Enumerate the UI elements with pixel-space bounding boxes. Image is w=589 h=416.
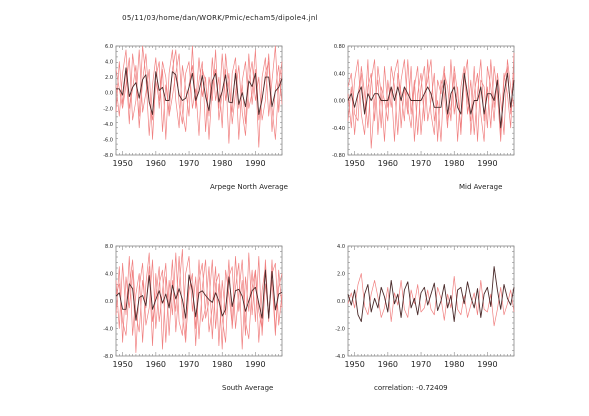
north-series-line-3 xyxy=(115,49,283,140)
mid-y-tick-label: -0.40 xyxy=(332,126,345,132)
north-y-tick-label: -6.0 xyxy=(103,137,113,143)
correlation-label: correlation: -0.72409 xyxy=(374,384,448,392)
north-x-tick-label: 1990 xyxy=(245,159,265,168)
mid-series-line-4 xyxy=(347,72,515,129)
south-series-line-1 xyxy=(115,249,283,350)
mid-x-tick-label: 1980 xyxy=(444,159,464,168)
mid-y-tick-label: 0.80 xyxy=(334,44,345,50)
corr-series-line-2 xyxy=(347,273,515,327)
south-series-line-2 xyxy=(115,252,283,353)
south-x-tick-label: 1960 xyxy=(146,360,166,369)
north-y-tick-label: -8.0 xyxy=(103,153,113,159)
south-series-line-3 xyxy=(115,255,283,347)
north-y-tick-label: 6.0 xyxy=(105,44,113,50)
corr-y-tick-label: -4.0 xyxy=(335,354,345,360)
north-y-tick-label: 0.0 xyxy=(105,91,113,97)
south-x-tick-label: 1970 xyxy=(179,360,199,369)
corr-x-tick-label: 1980 xyxy=(444,360,464,369)
mid-y-tick-label: 0.40 xyxy=(334,71,345,77)
mid-panel-label: Mid Average xyxy=(459,183,503,191)
corr-x-tick-label: 1950 xyxy=(344,360,364,369)
north-y-tick-label: 4.0 xyxy=(105,60,113,66)
north-x-tick-label: 1960 xyxy=(146,159,166,168)
mid-y-tick-label: 0.00 xyxy=(334,99,345,105)
corr-y-tick-label: 4.0 xyxy=(337,244,345,250)
north-x-tick-label: 1950 xyxy=(112,159,132,168)
north-panel-label: Arpege North Average xyxy=(210,183,288,191)
mid-x-tick-label: 1970 xyxy=(411,159,431,168)
mid-x-tick-label: 1950 xyxy=(344,159,364,168)
page-title: 05/11/03/home/dan/WORK/Pmic/echam5/dipol… xyxy=(122,14,318,22)
corr-x-tick-label: 1960 xyxy=(378,360,398,369)
south-x-tick-label: 1950 xyxy=(112,360,132,369)
north-y-tick-label: -2.0 xyxy=(103,106,113,112)
south-y-tick-label: 4.0 xyxy=(105,272,113,278)
mid-y-tick-label: -0.80 xyxy=(332,153,345,159)
north-x-tick-label: 1980 xyxy=(212,159,232,168)
north-series-line-1 xyxy=(115,45,283,148)
south-y-tick-label: 0.0 xyxy=(105,299,113,305)
corr-y-tick-label: -2.0 xyxy=(335,327,345,333)
south-x-tick-label: 1980 xyxy=(212,360,232,369)
corr-frame xyxy=(347,245,515,357)
north-series-line-4 xyxy=(116,67,283,115)
corr-x-tick-label: 1970 xyxy=(411,360,431,369)
mid-x-tick-label: 1990 xyxy=(477,159,497,168)
south-x-tick-label: 1990 xyxy=(245,360,265,369)
north-y-tick-label: -4.0 xyxy=(103,122,113,128)
south-panel-label: South Average xyxy=(222,384,274,392)
south-y-tick-label: 8.0 xyxy=(105,244,113,250)
corr-x-tick-label: 1990 xyxy=(477,360,497,369)
south-y-tick-label: -8.0 xyxy=(103,354,113,360)
corr-y-tick-label: 0.0 xyxy=(337,299,345,305)
corr-y-tick-label: 2.0 xyxy=(337,272,345,278)
north-y-tick-label: 2.0 xyxy=(105,75,113,81)
south-series-line-4 xyxy=(115,269,283,321)
mid-x-tick-label: 1960 xyxy=(378,159,398,168)
mid-series-line-3 xyxy=(347,59,515,142)
north-x-tick-label: 1970 xyxy=(179,159,199,168)
south-y-tick-label: -4.0 xyxy=(103,327,113,333)
north-series-line-2 xyxy=(115,49,283,140)
corr-series-line-1 xyxy=(347,266,515,323)
